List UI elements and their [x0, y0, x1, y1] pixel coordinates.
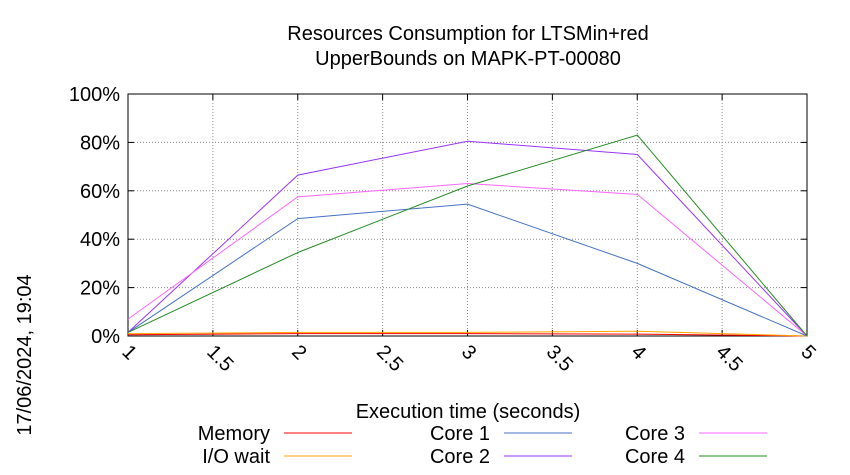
y-tick-label: 20%	[80, 278, 120, 300]
legend-label-core-3: Core 3	[625, 423, 685, 445]
x-tick-label: 5	[796, 341, 819, 364]
x-tick-label: 3.5	[542, 341, 577, 376]
legend-label-memory: Memory	[198, 423, 270, 445]
chart-title-line-2: UpperBounds on MAPK-PT-00080	[315, 48, 621, 70]
x-tick-label: 2	[287, 341, 310, 364]
x-tick-label: 2.5	[372, 341, 407, 376]
series-line-core-3	[127, 182, 808, 337]
y-tick-label: 40%	[80, 229, 120, 251]
grid-lines	[128, 94, 807, 336]
x-tick-label: 3	[457, 341, 480, 364]
series-line-memory	[127, 333, 808, 337]
series-line-core-2	[127, 140, 808, 337]
legend-label-core-4: Core 4	[625, 446, 685, 468]
x-tick-label: 4	[627, 341, 650, 364]
x-tick-label: 1.5	[202, 341, 237, 376]
legend-label-core-1: Core 1	[430, 423, 490, 445]
series-line-i-o-wait	[127, 330, 808, 337]
y-axis-ticks: 0% 20% 40% 60% 80% 100%	[69, 84, 807, 348]
y-tick-label: 80%	[80, 132, 120, 154]
x-axis-label: Execution time (seconds)	[356, 401, 581, 423]
y-tick-label: 0%	[91, 326, 120, 348]
timestamp-label: 17/06/2024, 19:04	[14, 274, 36, 435]
y-tick-label: 60%	[80, 181, 120, 203]
legend-label-i-o-wait: I/O wait	[202, 446, 270, 468]
series-lines	[127, 134, 808, 337]
series-line-core-1	[127, 203, 808, 337]
y-tick-label: 100%	[69, 84, 120, 106]
legend-label-core-2: Core 2	[430, 446, 490, 468]
chart-title-line-1: Resources Consumption for LTSMin+red	[287, 23, 648, 45]
x-tick-label: 1	[117, 341, 140, 364]
series-line-core-4	[127, 134, 808, 337]
x-tick-label: 4.5	[712, 341, 747, 376]
